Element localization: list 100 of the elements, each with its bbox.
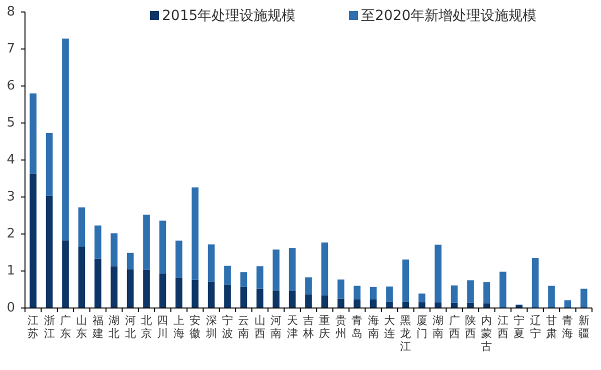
x-tick-label: 福建 [91,314,104,340]
bar [208,282,215,308]
bar [240,286,248,308]
y-tick-label: 3 [6,190,15,204]
bar [354,286,360,300]
x-tick-label: 内蒙古 [481,314,492,353]
x-tick-label: 四川 [157,314,168,340]
y-tick-label: 0 [6,300,15,316]
bar [467,280,474,303]
bar [272,250,280,291]
bar [370,299,377,308]
x-tick-label: 山东 [76,314,88,340]
bar [46,132,53,196]
bar [402,302,410,308]
x-tick-label: 安徽 [190,314,201,340]
y-tick-label: 1 [6,264,15,278]
x-tick-label: 云南 [238,314,250,340]
x-tick-label: 上海 [173,314,184,340]
x-tick-label: 陕西 [465,314,476,340]
bar [418,302,426,308]
y-tick-label: 2 [6,226,15,242]
bar [30,93,36,174]
x-tick-label: 湖北 [108,314,120,340]
bar [564,300,572,308]
x-tick-label: 山西 [254,314,266,340]
x-tick-label: 宁夏 [514,314,525,340]
x-tick-label: 广西 [448,314,460,340]
bar [94,258,102,308]
x-tick-label: 深圳 [204,314,217,340]
x-tick-label: 湖南 [432,314,444,340]
x-tick-label: 新疆 [578,314,590,340]
bar [240,272,248,287]
legend-label: 2015年处理设施规模 [162,8,296,24]
bar [256,266,264,289]
x-tick-label: 大连 [384,314,395,340]
x-tick-label: 辽宁 [530,314,541,340]
bar [62,240,69,308]
x-tick-label: 青岛 [352,314,363,340]
bar [305,294,312,308]
bar [208,244,215,282]
bar [62,38,69,240]
y-tick-label: 4 [6,152,15,168]
x-tick-label: 甘肃 [546,314,557,340]
x-tick-label: 江西 [497,314,508,340]
bar [224,284,231,308]
x-tick-label: 北京 [141,314,152,340]
bar [110,233,118,266]
x-tick-label: 重庆 [319,314,330,340]
bar [192,187,198,280]
bar [143,214,150,270]
bar [548,286,555,308]
bar [176,240,182,278]
bar [78,207,86,247]
bar [305,277,312,294]
bar [30,174,36,308]
y-tick-label: 7 [6,42,15,56]
bar [580,288,588,308]
bar [500,272,506,308]
bar [402,260,410,302]
x-tick-label: 黑龙江 [400,314,412,353]
bar [386,302,393,308]
bar [418,294,426,302]
bar [126,269,134,308]
bar [94,225,102,259]
bar [434,244,442,302]
bar [354,299,360,308]
x-tick-label: 吉林 [302,314,314,340]
x-tick-label: 青海 [562,314,574,340]
bar [126,252,134,270]
x-tick-label: 宁波 [222,314,233,340]
x-tick-label: 河北 [124,314,136,340]
x-tick-label: 广东 [60,314,71,340]
bar [450,285,458,303]
bar [176,278,182,308]
bar [434,302,442,308]
bar [256,288,264,308]
bar [46,196,53,308]
x-tick-label: 天津 [286,314,298,340]
bar [338,280,344,299]
bar [159,274,166,308]
bar [192,280,198,308]
x-tick-label: 厦门 [416,314,428,340]
x-tick-label: 河南 [270,314,282,340]
bar [321,242,328,296]
bar [159,220,166,274]
bar [321,295,328,308]
bar [288,290,296,308]
bar [338,298,344,308]
x-tick-label: 贵州 [335,314,346,340]
x-tick-label: 浙江 [44,314,55,340]
bar [272,290,280,308]
x-tick-label: 江苏 [28,314,39,340]
bar [224,266,231,285]
bar [110,266,118,308]
bar [143,270,150,308]
legend-label: 至2020年新增处理设施规模 [361,8,537,24]
bar [288,248,296,291]
y-tick-label: 8 [6,4,15,20]
bar [78,246,86,308]
y-tick-label: 5 [6,116,15,130]
